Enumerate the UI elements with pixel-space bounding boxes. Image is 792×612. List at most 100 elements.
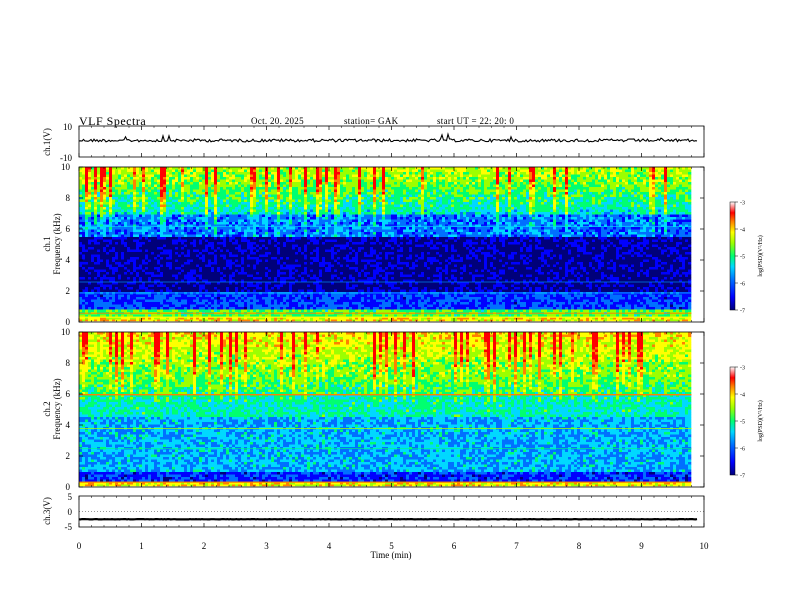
spectrogram-cell [268,194,272,198]
spectrogram-cell [589,214,593,218]
spectrogram-cell [598,214,602,218]
spectrogram-cell [610,189,614,193]
spectrogram-cell [589,177,593,180]
spectrogram-cell [631,204,635,208]
spectrogram-cell [268,182,272,185]
spectrogram-cell [679,169,683,173]
spectrogram-cell [271,199,275,203]
spectrogram-cell [604,222,608,225]
spectrogram-cell [367,214,371,218]
spectrogram-cell [385,214,389,218]
spectrogram-cell [244,227,248,230]
spectrogram-cell [283,174,287,178]
spectrogram-cell [139,217,143,220]
spectrogram-cell [688,167,692,170]
spectrogram-cell [301,177,305,180]
spectrogram-cell [196,179,200,183]
spectrogram-cell [436,217,440,220]
spectrogram-cell [139,219,143,223]
spectrogram-cell [331,197,335,200]
spectrogram-cell [496,209,500,213]
spectrogram-cell [418,182,422,185]
spectrogram-cell [637,187,641,190]
spectrogram-cell [394,177,398,180]
spectrogram-cell [127,222,131,225]
spectrogram-cell [586,204,590,208]
spectrogram-cell [373,219,377,223]
spectrogram-cell [382,214,386,218]
spectrogram-cell [247,222,251,225]
spectrogram-cell [160,219,164,223]
spectrogram-cell [442,207,446,210]
spectrogram-cell [388,217,392,220]
spectrogram-cell [451,194,455,198]
spectrogram-cell [547,174,551,178]
spectrogram-cell [205,214,209,218]
spectrogram-cell [289,192,293,195]
spectrogram-cell [616,192,620,195]
spectrogram-cell [85,202,89,205]
spectrogram-cell [160,187,164,190]
spectrogram-cell [469,194,473,198]
spectrogram-cell [379,202,383,205]
spectrogram-cell [670,212,674,215]
spectrogram-cell [277,199,281,203]
spectrogram-cell [316,179,320,183]
spectrogram-cell [196,172,200,175]
spectrogram-cell [379,219,383,223]
spectrogram-cell [268,189,272,193]
spectrogram-cell [550,197,554,200]
spectrogram-cell [259,179,263,183]
spectrogram-cell [502,217,506,220]
spectrogram-cell [214,179,218,183]
spectrogram-cell [340,174,344,178]
spectrogram-cell [490,214,494,218]
spectrogram-cell [208,204,212,208]
spectrogram-cell [160,207,164,210]
spectrogram-cell [208,214,212,218]
spectrogram-cell [565,222,569,225]
spectrogram-cell [373,207,377,210]
spectrogram-cell [130,167,134,170]
spectrogram-cell [220,194,224,198]
spectrogram-cell [163,172,167,175]
spectrogram-cell [685,179,689,183]
spectrogram-cell [511,187,515,190]
spectrogram-cell [592,167,596,170]
spectrogram-cell [154,222,158,225]
spectrogram-cell [355,184,359,188]
spectrogram-cell [115,219,119,223]
spectrogram-cell [643,209,647,213]
spectrogram-cell [517,179,521,183]
spectrogram-cell [250,192,254,195]
spectrogram-cell [502,219,506,223]
spectrogram-cell [628,177,632,180]
spectrogram-cell [388,189,392,193]
spectrogram-cell [289,207,293,210]
spectrogram-cell [595,172,599,175]
spectrogram-cell [508,192,512,195]
spectrogram-cell [640,214,644,218]
spectrogram-cell [658,169,662,173]
spectrogram-cell [334,222,338,225]
spectrogram-cell [352,209,356,213]
spectrogram-cell [598,169,602,173]
spectrogram-cell [541,199,545,203]
spectrogram-cell [334,214,338,218]
spectrogram-cell [469,174,473,178]
spectrogram-cell [562,179,566,183]
spectrogram-cell [475,204,479,208]
spectrogram-cell [169,214,173,218]
spectrogram-cell [463,179,467,183]
spectrogram-cell [472,209,476,213]
spectrogram-cell [679,182,683,185]
spectrogram-cell [169,192,173,195]
spectrogram-cell [502,192,506,195]
spectrogram-cell [667,187,671,190]
spectrogram-cell [157,209,161,213]
spectrogram-cell [322,179,326,183]
spectrogram-cell [127,209,131,213]
spectrogram-cell [232,197,236,200]
spectrogram-cell [178,189,182,193]
spectrogram-cell [145,199,149,203]
